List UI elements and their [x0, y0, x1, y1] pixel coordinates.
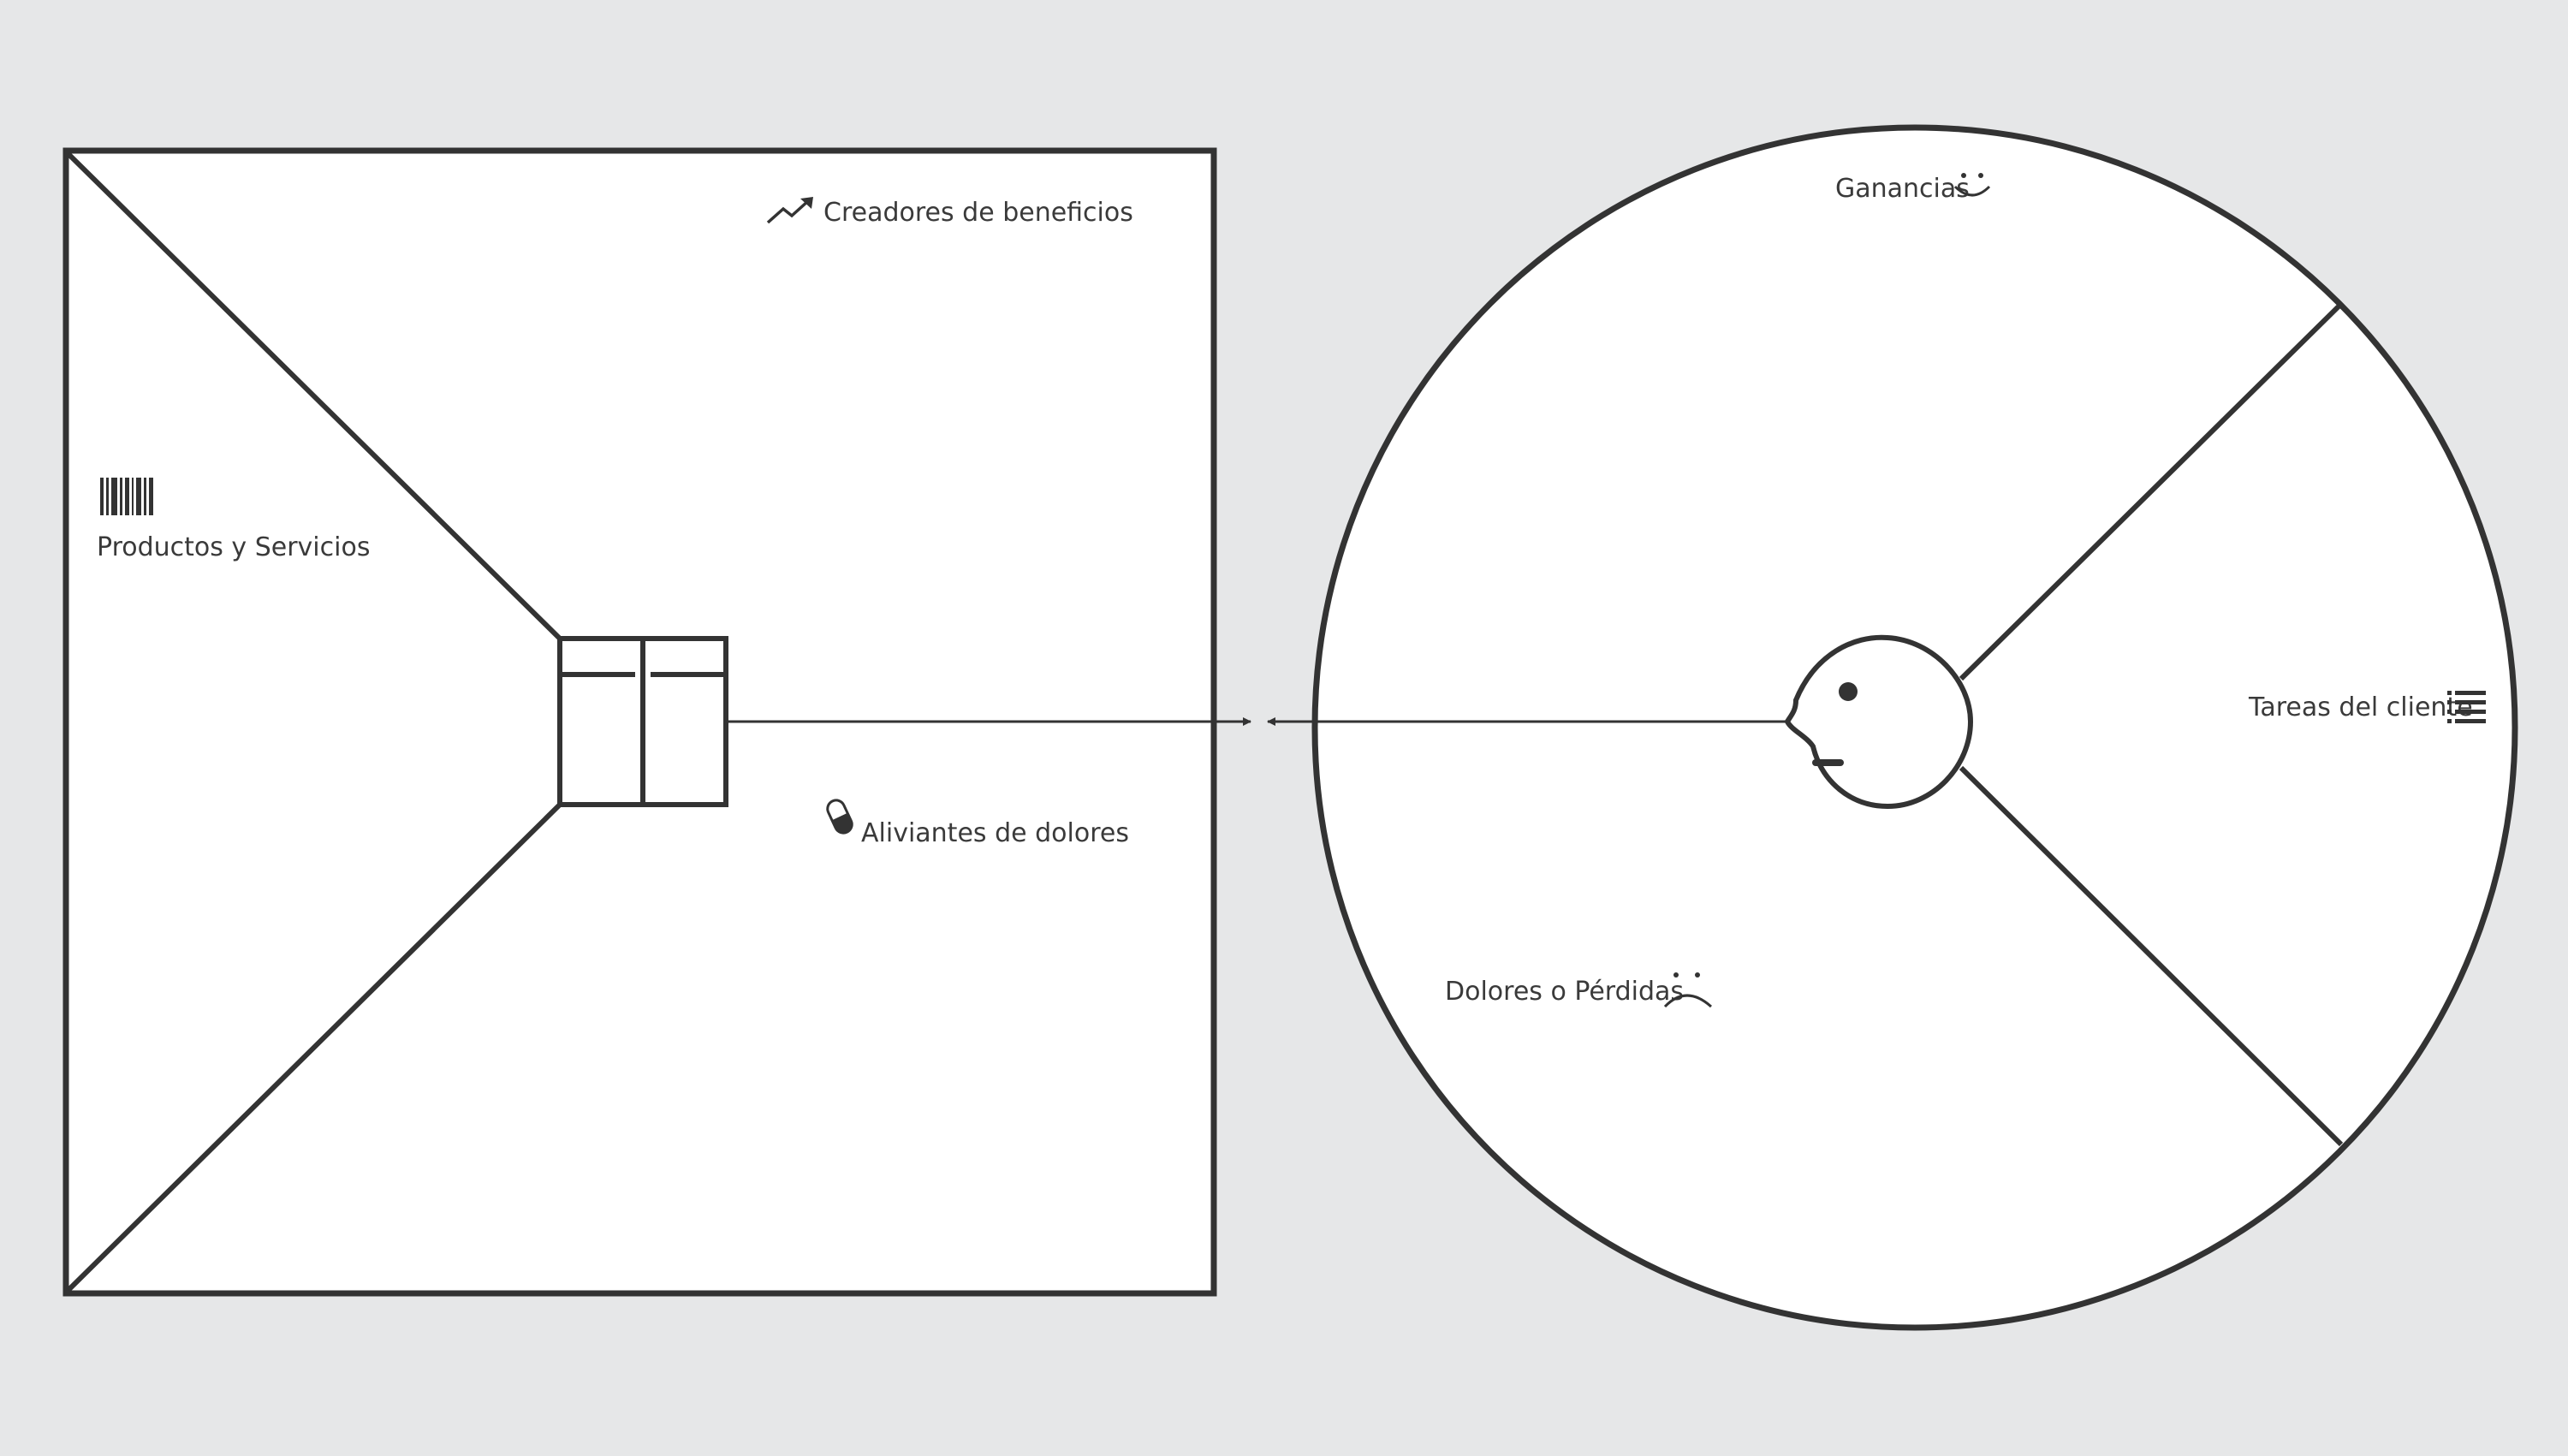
- customer-profile-divider-top: [1959, 303, 2342, 681]
- customer-head-icon: [1784, 634, 1974, 810]
- frown-icon: [1663, 972, 1713, 1008]
- barcode-icon: [100, 478, 153, 515]
- gain-creators-label: Creadores de beneficios: [823, 198, 1133, 228]
- list-icon: [2447, 691, 2486, 723]
- customer-profile-divider-bottom: [1959, 765, 2344, 1147]
- gains-label: Ganancias: [1835, 174, 1970, 204]
- trending-up-icon: [766, 197, 813, 224]
- pain-relievers-label: Aliviantes de dolores: [861, 818, 1129, 848]
- pill-icon: [826, 799, 853, 835]
- customer-profile: Ganancias Tareas del cliente Dolores o P…: [1267, 124, 2518, 1331]
- smile-icon: [1953, 173, 1991, 197]
- products-services-label: Productos y Servicios: [97, 532, 370, 562]
- pains-label: Dolores o Pérdidas: [1445, 977, 1684, 1007]
- customer-jobs-label: Tareas del cliente: [2248, 692, 2473, 722]
- customer-eye: [1839, 682, 1858, 701]
- value-map-divider-top: [66, 152, 562, 641]
- value-map: Creadores de beneficios Productos y Serv…: [62, 147, 1251, 1297]
- value-map-divider-bottom: [66, 802, 562, 1293]
